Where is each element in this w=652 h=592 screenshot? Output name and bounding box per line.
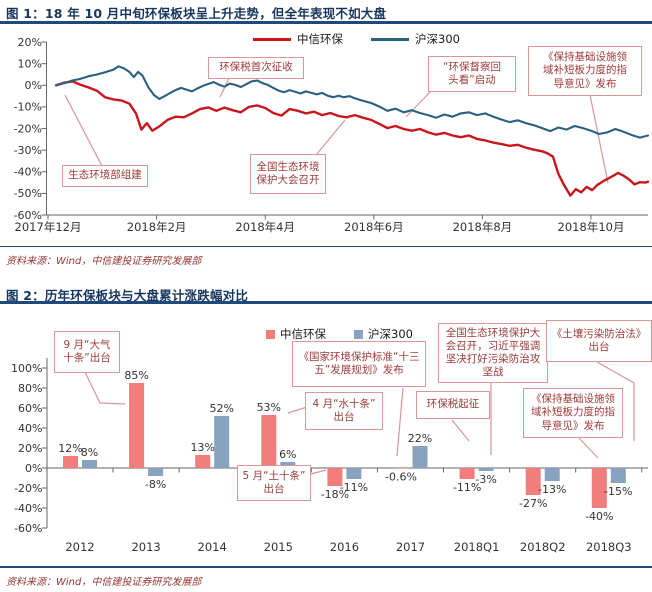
annotation-inspection-lookback: “环保督察回 头看”启动 (428, 56, 516, 92)
legend-label-citic-bar: 中信环保 (280, 327, 326, 341)
annotation-standards-plan: 《国家环境保护标准“十三 五”发展规划》发布 (292, 341, 426, 387)
legend-label-hs300-bar: 沪深300 (368, 327, 413, 341)
svg-text:-60%: -60% (14, 209, 42, 222)
figure1-source: 资料来源：Wind，中信建投证券研究发展部 (6, 256, 202, 267)
annotation-moee-founded: 生态环境部组建 (62, 165, 148, 187)
svg-text:-10%: -10% (14, 101, 42, 114)
svg-text:13%: 13% (190, 441, 214, 454)
figure2-source-rule (0, 566, 652, 568)
svg-text:2018Q3: 2018Q3 (586, 540, 632, 554)
legend-item-citic-bar: 中信环保 (266, 326, 326, 342)
svg-text:2018年4月: 2018年4月 (235, 220, 295, 234)
svg-text:-40%: -40% (14, 502, 42, 515)
legend-item-citic: 中信环保 (253, 31, 343, 47)
svg-text:2018年8月: 2018年8月 (453, 220, 513, 234)
figure2-title-rule (0, 301, 652, 304)
annotation-water-ten: 4 月“水十条” 出台 (305, 392, 383, 430)
annotation-infrastructure-opinion-fig1: 《保持基础设施领 域补短板力度的指 导意见》发布 (528, 46, 642, 96)
svg-text:-8%: -8% (145, 478, 166, 491)
figure2-title: 图 2：历年环保板块与大盘累计涨跌幅对比 (6, 288, 249, 303)
svg-text:60%: 60% (18, 402, 42, 415)
svg-text:-40%: -40% (585, 510, 613, 523)
annotation-national-conference-fig2: 全国生态环境保护大 会召开，习近平强调 坚决打好污染防治攻 坚战 (438, 323, 548, 383)
svg-text:-11%: -11% (453, 481, 481, 494)
svg-text:6%: 6% (279, 448, 296, 461)
svg-text:-15%: -15% (604, 485, 632, 498)
svg-text:-20%: -20% (14, 482, 42, 495)
svg-text:40%: 40% (18, 422, 42, 435)
figure1-legend: 中信环保 沪深300 (253, 31, 488, 47)
svg-text:-40%: -40% (14, 166, 42, 179)
svg-text:10%: 10% (18, 57, 42, 70)
figure1-title-rule (0, 21, 652, 24)
svg-text:-18%: -18% (321, 488, 349, 501)
legend-label-citic: 中信环保 (297, 32, 343, 46)
figure2-bar-chart: 100% 80% 60% 40% 20% 0% -20% -40% -60% 2012 2013 20… (11, 358, 648, 554)
annotation-soil-law: 《土壤污染防治法》 出台 (546, 320, 652, 362)
figure1-title: 图 1：18 年 10 月中旬环保板块呈上升走势，但全年表现不如大盘 (6, 6, 387, 21)
legend-label-hs300: 沪深300 (415, 32, 460, 46)
svg-text:52%: 52% (209, 402, 233, 415)
annotation-air-ten: 9 月“大气 十条”出台 (54, 331, 120, 373)
citic-bar-swatch (266, 329, 275, 339)
svg-text:-11%: -11% (340, 481, 368, 494)
svg-text:2015: 2015 (264, 540, 293, 554)
svg-text:12%: 12% (58, 442, 82, 455)
annotation-envtax-first: 环保税首次征收 (208, 57, 304, 79)
hs300-line-swatch (371, 37, 409, 41)
svg-text:-60%: -60% (14, 522, 42, 535)
svg-text:-13%: -13% (538, 483, 566, 496)
svg-text:2018Q1: 2018Q1 (454, 540, 500, 554)
svg-text:-27%: -27% (519, 497, 547, 510)
svg-text:53%: 53% (257, 401, 281, 414)
annotation-infrastructure-opinion-fig2: 《保持基础设施领 域补短板力度的指 导意见》发布 (523, 388, 623, 438)
svg-text:2017年12月: 2017年12月 (15, 220, 82, 234)
svg-text:-3%: -3% (475, 473, 496, 486)
svg-text:2018年2月: 2018年2月 (127, 220, 187, 234)
svg-text:20%: 20% (18, 36, 42, 49)
svg-text:2014: 2014 (198, 540, 227, 554)
svg-text:2016: 2016 (330, 540, 359, 554)
citic-line-swatch (253, 37, 291, 41)
legend-item-hs300: 沪深300 (371, 31, 460, 47)
svg-text:22%: 22% (408, 432, 432, 445)
figure1-line-chart: 20% 10% 0% -10% -20% -30% -40% -50% -60%2017年12月… (14, 36, 650, 234)
svg-text:100%: 100% (11, 362, 42, 375)
figure1-source-rule (0, 246, 652, 247)
svg-text:85%: 85% (124, 369, 148, 382)
svg-text:-0.6%: -0.6% (385, 471, 417, 484)
annotation-national-conference: 全国生态环境 保护大会召开 (250, 154, 326, 194)
hs300-bar-swatch (354, 329, 363, 339)
svg-text:2017: 2017 (396, 540, 425, 554)
svg-text:0%: 0% (25, 79, 42, 92)
svg-text:2012: 2012 (65, 540, 94, 554)
svg-text:80%: 80% (18, 382, 42, 395)
svg-text:0%: 0% (25, 462, 42, 475)
svg-text:20%: 20% (18, 442, 42, 455)
svg-text:2018Q2: 2018Q2 (520, 540, 566, 554)
figure2-legend: 中信环保 沪深300 (266, 326, 441, 342)
svg-text:-30%: -30% (14, 144, 42, 157)
legend-item-hs300-bar: 沪深300 (354, 326, 413, 342)
svg-text:-50%: -50% (14, 187, 42, 200)
svg-text:2018年10月: 2018年10月 (558, 220, 625, 234)
svg-text:2018年6月: 2018年6月 (344, 220, 404, 234)
annotation-soil-ten: 5 月“土十条” 出台 (237, 465, 311, 501)
annotation-envtax-start: 环保税起征 (416, 391, 490, 419)
svg-text:8%: 8% (81, 446, 98, 459)
svg-text:2013: 2013 (131, 540, 160, 554)
svg-text:-20%: -20% (14, 122, 42, 135)
figure2-source: 资料来源：Wind，中信建投证券研究发展部 (6, 577, 202, 588)
